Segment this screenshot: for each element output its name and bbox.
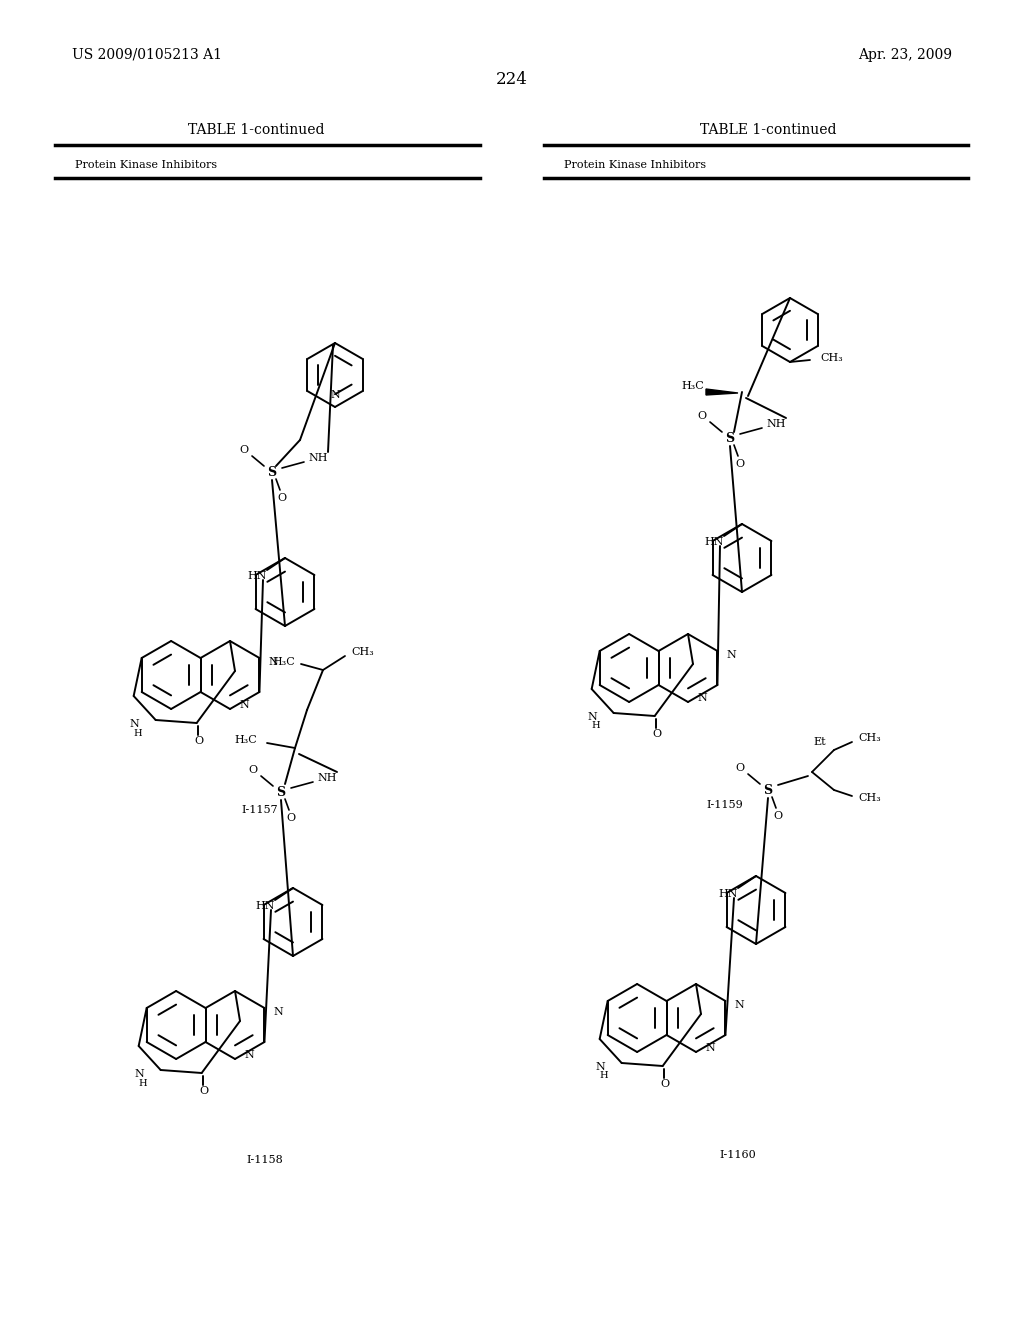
Text: O: O xyxy=(697,411,707,421)
Text: HN: HN xyxy=(718,888,737,899)
Text: CH₃: CH₃ xyxy=(351,647,374,657)
Text: H: H xyxy=(599,1072,607,1081)
Text: N: N xyxy=(697,693,707,704)
Text: Protein Kinase Inhibitors: Protein Kinase Inhibitors xyxy=(75,160,217,170)
Text: CH₃: CH₃ xyxy=(820,352,843,363)
Text: H₃C: H₃C xyxy=(234,735,257,744)
Text: S: S xyxy=(764,784,772,796)
Text: I-1158: I-1158 xyxy=(247,1155,284,1166)
Text: O: O xyxy=(652,729,662,739)
Text: O: O xyxy=(240,445,249,455)
Text: N: N xyxy=(596,1063,605,1072)
Text: H₃C: H₃C xyxy=(272,657,295,667)
Text: N: N xyxy=(239,700,249,710)
Text: O: O xyxy=(735,763,744,774)
Text: O: O xyxy=(287,813,296,822)
Text: H: H xyxy=(138,1078,146,1088)
Text: HN: HN xyxy=(705,537,724,546)
Text: TABLE 1-continued: TABLE 1-continued xyxy=(699,123,837,137)
Text: S: S xyxy=(725,432,734,445)
Text: 224: 224 xyxy=(496,71,528,88)
Text: Protein Kinase Inhibitors: Protein Kinase Inhibitors xyxy=(564,160,707,170)
Text: NH: NH xyxy=(317,774,337,783)
Text: NH: NH xyxy=(308,453,328,463)
Text: H₃C: H₃C xyxy=(681,381,705,391)
Text: CH₃: CH₃ xyxy=(858,793,881,803)
Text: O: O xyxy=(249,766,258,775)
Text: N: N xyxy=(135,1069,144,1078)
Text: N: N xyxy=(588,711,598,722)
Text: N: N xyxy=(268,657,279,667)
Text: O: O xyxy=(773,810,782,821)
Text: I-1160: I-1160 xyxy=(720,1150,757,1160)
Text: NH: NH xyxy=(766,418,785,429)
Text: N: N xyxy=(244,1049,254,1060)
Text: S: S xyxy=(267,466,276,479)
Text: N: N xyxy=(273,1007,284,1016)
Text: S: S xyxy=(276,785,286,799)
Text: Apr. 23, 2009: Apr. 23, 2009 xyxy=(858,48,952,62)
Text: H: H xyxy=(133,729,141,738)
Text: HN: HN xyxy=(247,572,266,581)
Text: N: N xyxy=(726,649,736,660)
Text: US 2009/0105213 A1: US 2009/0105213 A1 xyxy=(72,48,222,62)
Text: O: O xyxy=(735,459,744,469)
Text: HN: HN xyxy=(255,902,274,911)
Text: O: O xyxy=(660,1078,670,1089)
Text: H: H xyxy=(591,722,600,730)
Text: I-1157: I-1157 xyxy=(242,805,279,814)
Text: O: O xyxy=(195,737,203,746)
Text: N: N xyxy=(734,1001,744,1010)
Text: I-1159: I-1159 xyxy=(707,800,743,810)
Text: Et: Et xyxy=(814,737,826,747)
Text: TABLE 1-continued: TABLE 1-continued xyxy=(187,123,325,137)
Text: N: N xyxy=(330,389,340,400)
Polygon shape xyxy=(706,389,738,395)
Text: N: N xyxy=(130,719,139,729)
Text: N: N xyxy=(705,1043,715,1053)
Text: O: O xyxy=(199,1086,208,1096)
Text: O: O xyxy=(278,492,287,503)
Text: CH₃: CH₃ xyxy=(858,733,881,743)
